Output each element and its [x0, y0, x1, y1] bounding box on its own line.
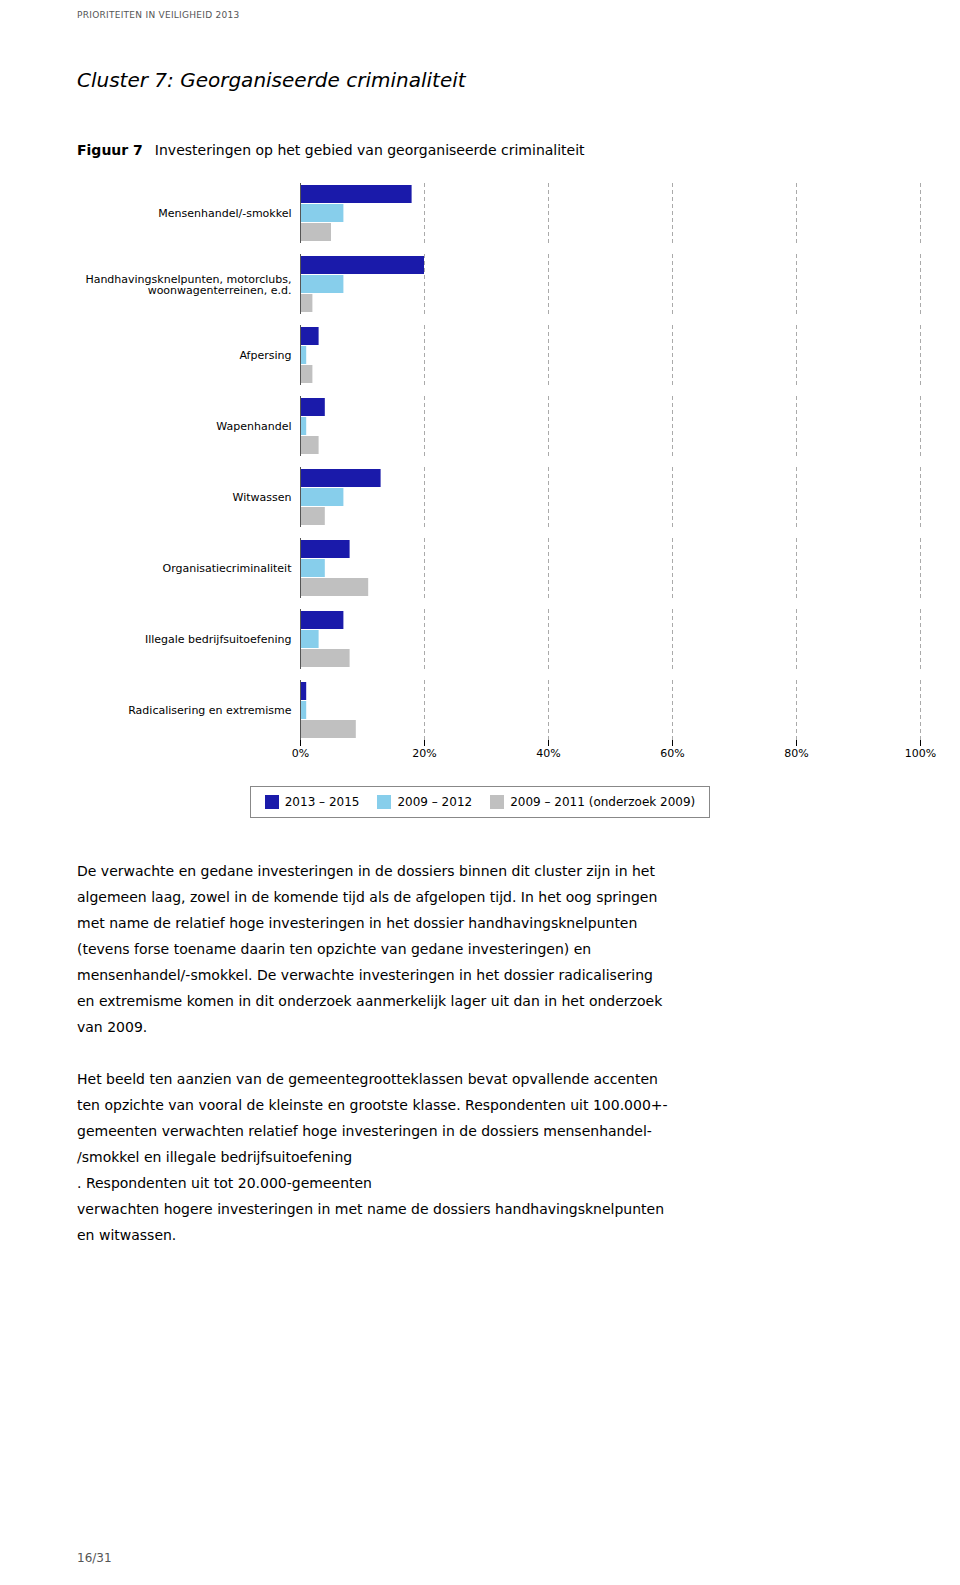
html-text:mensenhandel/-smokkel. De verw: mensenhandel/-smokkel. De verwachte inve… — [77, 967, 653, 983]
html-text:Cluster 7: Georganiseerde crim: Cluster 7: Georganiseerde criminaliteit — [77, 68, 466, 92]
svg-text:Wapenhandel: Wapenhandel — [216, 420, 291, 433]
html-text:en witwassen.: en witwassen. — [77, 1227, 177, 1243]
html-text:16/31: 16/31 — [77, 1551, 112, 1565]
svg-text:Witwassen: Witwassen — [233, 491, 292, 504]
svg-text:0%: 0% — [292, 747, 309, 760]
svg-text:Handhavingsknelpunten, motorcl: Handhavingsknelpunten, motorclubs, woonw… — [85, 273, 291, 297]
html-text:/smokkel en illegale bedrijfsu: /smokkel en illegale bedrijfsuitoefening — [77, 1149, 353, 1165]
html-text:. Respondenten uit tot 20.000-: . Respondenten uit tot 20.000-gemeenten — [77, 1175, 372, 1191]
svg-text:40%: 40% — [536, 747, 560, 760]
html-text:2013 – 2015: 2013 – 2015 — [284, 795, 360, 809]
html-text:Het beeld ten aanzien van de g: Het beeld ten aanzien van de gemeentegro… — [77, 1071, 658, 1087]
html-text:2009 – 2012: 2009 – 2012 — [397, 795, 473, 809]
html-text:PRIORITEITEN IN VEILIGHEID 201: PRIORITEITEN IN VEILIGHEID 2013 — [77, 10, 240, 20]
html-text:ten opzichte van vooral de kle: ten opzichte van vooral de kleinste en g… — [77, 1097, 668, 1113]
svg-text:100%: 100% — [905, 747, 936, 760]
svg-text:Organisatiecriminaliteit: Organisatiecriminaliteit — [162, 562, 292, 575]
svg-text:20%: 20% — [412, 747, 436, 760]
svg-text:Illegale bedrijfsuitoefening: Illegale bedrijfsuitoefening — [145, 633, 292, 646]
svg-text:Radicalisering en extremisme: Radicalisering en extremisme — [128, 704, 292, 717]
html-text:De verwachte en gedane investe: De verwachte en gedane investeringen in … — [77, 863, 655, 879]
html-text:2009 – 2011 (onderzoek 2009): 2009 – 2011 (onderzoek 2009) — [510, 795, 696, 809]
html-text:van 2009.: van 2009. — [77, 1019, 148, 1035]
html-text:met name de relatief hoge inve: met name de relatief hoge investeringen … — [77, 915, 638, 931]
html-text:Investeringen op het gebied va: Investeringen op het gebied van georgani… — [154, 142, 585, 158]
html-text:gemeenten verwachten relatief: gemeenten verwachten relatief hoge inves… — [77, 1123, 652, 1139]
html-text:(tevens forse toename daarin t: (tevens forse toename daarin ten opzicht… — [77, 941, 592, 957]
html-text:Figuur 7: Figuur 7 — [77, 142, 143, 158]
svg-text:Mensenhandel/-smokkel: Mensenhandel/-smokkel — [158, 207, 291, 220]
html-text:algemeen laag, zowel in de kom: algemeen laag, zowel in de komende tijd … — [77, 889, 658, 905]
svg-text:80%: 80% — [784, 747, 808, 760]
svg-text:60%: 60% — [660, 747, 684, 760]
svg-text:Afpersing: Afpersing — [239, 349, 291, 362]
html-text:verwachten hogere investeringe: verwachten hogere investeringen in met n… — [77, 1201, 665, 1217]
html-text:en extremisme komen in dit ond: en extremisme komen in dit onderzoek aan… — [77, 993, 663, 1009]
